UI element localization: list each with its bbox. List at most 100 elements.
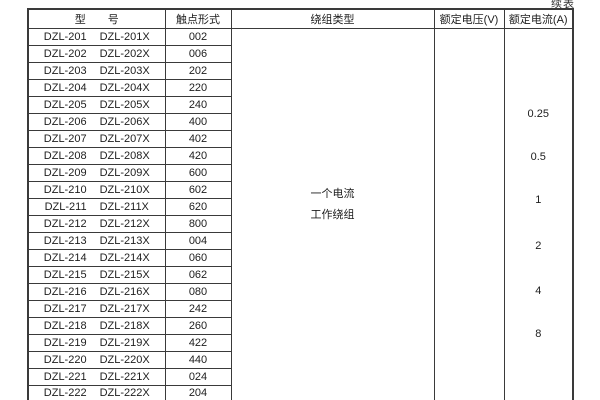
winding-type-line: 一个电流 — [310, 187, 355, 200]
model-number-x: DZL-211X — [99, 200, 149, 213]
model-number-x: DZL-221X — [99, 370, 150, 383]
model-number-x: DZL-213X — [99, 234, 150, 247]
table-row: DZL-218 DZL-218X 260 — [27, 316, 573, 335]
model-cell: DZL-220 DZL-220X — [27, 350, 166, 369]
rated-current-value: 4 — [535, 284, 542, 297]
winding-type-cell: 一个电流 工作绕组 — [230, 27, 435, 400]
model-number-x: DZL-218X — [99, 319, 150, 332]
model-number: DZL-218 — [43, 319, 87, 332]
table-row: DZL-212 DZL-212X 800 — [27, 214, 573, 233]
model-cell: DZL-206 DZL-206X — [27, 112, 166, 131]
model-number: DZL-204 — [43, 81, 87, 94]
table-row: DZL-209 DZL-209X 600 — [27, 163, 573, 182]
contact-form-cell: 400 — [164, 112, 232, 131]
model-number-x: DZL-216X — [99, 285, 150, 298]
contact-form-cell: 260 — [164, 316, 232, 335]
rated-current-value: 2 — [535, 239, 542, 252]
model-number-x: DZL-207X — [99, 132, 150, 145]
model-number-x: DZL-208X — [99, 149, 150, 162]
col-header-model: 型 号 — [27, 8, 166, 29]
table-row: DZL-219 DZL-219X 422 — [27, 333, 573, 352]
model-number: DZL-206 — [43, 115, 87, 128]
table-header: 型 号 触点形式 绕组类型 额定电压(V) 额定电流(A) — [27, 8, 574, 29]
model-cell: DZL-209 DZL-209X — [27, 163, 166, 182]
contact-form-cell: 440 — [164, 350, 232, 369]
model-cell: DZL-219 DZL-219X — [27, 333, 166, 352]
table-row: DZL-203 DZL-203X 202 — [27, 61, 573, 80]
table-row: DZL-211 DZL-211X 620 — [27, 197, 573, 216]
rated-current-value: 1 — [535, 193, 542, 206]
model-cell: DZL-211 DZL-211X — [27, 197, 166, 216]
model-cell: DZL-222 DZL-222X — [27, 384, 166, 400]
model-number-x: DZL-219X — [99, 336, 150, 349]
model-number-x: DZL-210X — [99, 183, 150, 196]
contact-form-cell: 220 — [164, 78, 232, 97]
model-cell: DZL-207 DZL-207X — [27, 129, 166, 148]
contact-form-cell: 062 — [164, 265, 232, 284]
model-number: DZL-214 — [43, 251, 87, 264]
model-number-x: DZL-209X — [99, 166, 150, 179]
model-cell: DZL-216 DZL-216X — [27, 282, 166, 301]
contact-form-cell: 600 — [164, 163, 232, 182]
rated-current-value: 0.25 — [527, 107, 549, 120]
model-cell: DZL-215 DZL-215X — [27, 265, 166, 284]
table-row: DZL-204 DZL-204X 220 — [27, 78, 573, 97]
winding-type-line: 工作绕组 — [310, 208, 355, 221]
model-cell: DZL-212 DZL-212X — [27, 214, 166, 233]
model-number-x: DZL-203X — [99, 64, 150, 77]
model-number: DZL-203 — [43, 64, 87, 77]
table-row: DZL-202 DZL-202X 006 — [27, 44, 573, 63]
model-number-x: DZL-220X — [99, 353, 150, 366]
rated-voltage-cell — [433, 27, 505, 400]
model-number: DZL-208 — [43, 149, 87, 162]
model-number-x: DZL-204X — [99, 81, 150, 94]
contact-form-cell: 002 — [164, 27, 232, 46]
model-number: DZL-220 — [43, 353, 87, 366]
model-cell: DZL-221 DZL-221X — [27, 367, 166, 386]
model-number: DZL-216 — [43, 285, 87, 298]
model-cell: DZL-214 DZL-214X — [27, 248, 166, 267]
table-row: DZL-205 DZL-205X 240 — [27, 95, 573, 114]
model-number-x: DZL-215X — [99, 268, 150, 281]
model-number: DZL-217 — [43, 302, 87, 315]
contact-form-cell: 004 — [164, 231, 232, 250]
model-cell: DZL-218 DZL-218X — [27, 316, 166, 335]
contact-form-cell: 060 — [164, 248, 232, 267]
model-number: DZL-209 — [43, 166, 87, 179]
col-header-winding-type: 绕组类型 — [230, 8, 435, 29]
table-row: DZL-208 DZL-208X 420 — [27, 146, 573, 165]
model-number-x: DZL-205X — [99, 98, 150, 111]
winding-type-text: 一个电流 工作绕组 — [232, 184, 434, 226]
model-number: DZL-205 — [43, 98, 87, 111]
model-cell: DZL-202 DZL-202X — [27, 44, 166, 63]
table-row: DZL-221 DZL-221X 024 — [27, 367, 573, 386]
table-row: DZL-217 DZL-217X 242 — [27, 299, 573, 318]
rated-current-value: 8 — [535, 327, 542, 340]
rated-current-value: 0.5 — [530, 150, 546, 163]
contact-form-cell: 420 — [164, 146, 232, 165]
model-number: DZL-211 — [44, 200, 87, 213]
table-body: DZL-201 DZL-201X 002 一个电流 工作绕组 0.25 0.5 1 2 4 8 DZL… — [27, 27, 574, 400]
model-cell: DZL-201 DZL-201X — [27, 27, 166, 46]
contact-form-cell: 620 — [164, 197, 232, 216]
contact-form-cell: 800 — [164, 214, 232, 233]
col-header-rated-voltage: 额定电压(V) — [433, 8, 505, 29]
header-row: 型 号 触点形式 绕组类型 额定电压(V) 额定电流(A) — [27, 8, 574, 29]
model-cell: DZL-210 DZL-210X — [27, 180, 166, 199]
contact-form-cell: 202 — [164, 61, 232, 80]
contact-form-cell: 204 — [164, 384, 232, 400]
table-row: DZL-215 DZL-215X 062 — [27, 265, 573, 284]
model-cell: DZL-213 DZL-213X — [27, 231, 166, 250]
model-number: DZL-222 — [43, 387, 87, 400]
model-cell: DZL-203 DZL-203X — [27, 61, 166, 80]
model-cell: DZL-217 DZL-217X — [27, 299, 166, 318]
model-number-x: DZL-201X — [99, 30, 150, 43]
model-number-x: DZL-214X — [99, 251, 150, 264]
contact-form-cell: 024 — [164, 367, 232, 386]
rated-current-cell: 0.25 0.5 1 2 4 8 — [503, 27, 574, 400]
contact-form-cell: 006 — [164, 44, 232, 63]
model-cell: DZL-208 DZL-208X — [27, 146, 166, 165]
model-number-x: DZL-206X — [99, 115, 150, 128]
relay-spec-table: 型 号 触点形式 绕组类型 额定电压(V) 额定电流(A) DZL-201 DZL… — [27, 8, 574, 400]
